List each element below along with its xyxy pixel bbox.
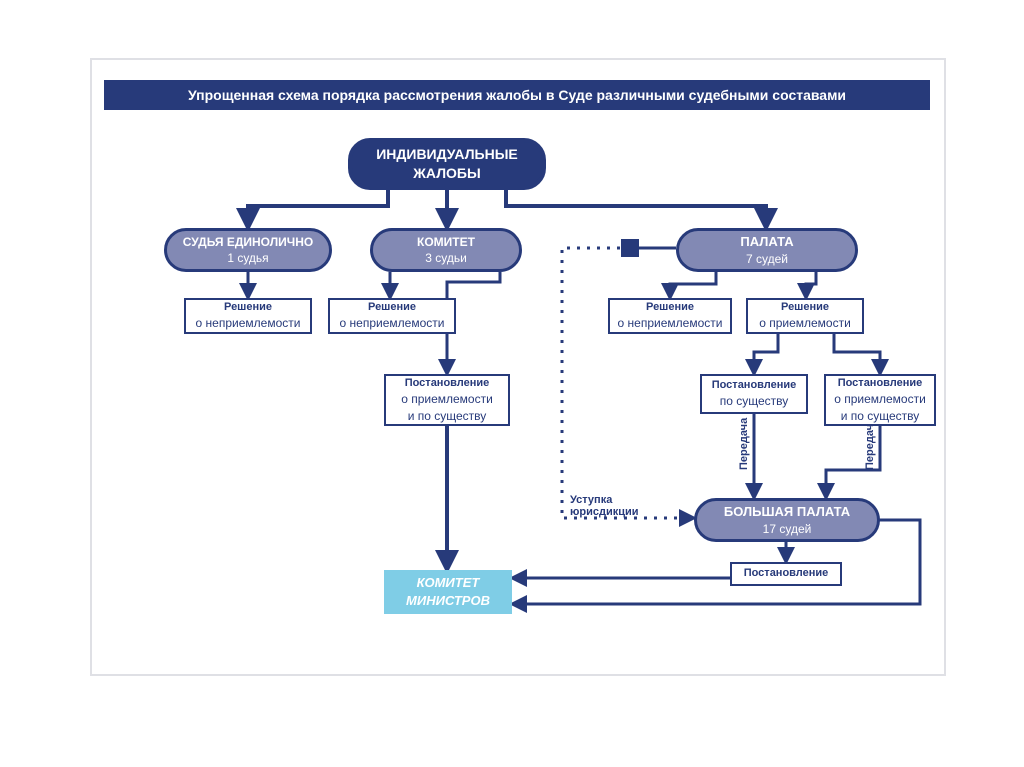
node-subtitle2: и по существу — [408, 409, 487, 423]
node-subtitle: МИНИСТРОВ — [406, 593, 490, 609]
node-inadm_single: Решение о неприемлемости — [184, 298, 312, 334]
node-title: ПАЛАТА — [740, 234, 793, 250]
node-title: КОМИТЕТ — [417, 575, 480, 591]
node-subtitle: о приемлемости — [834, 392, 926, 406]
node-individual: ИНДИВИДУАЛЬНЫЕ ЖАЛОБЫ — [348, 138, 546, 190]
edge-label-line: Передача — [738, 418, 750, 470]
node-title: Постановление — [405, 377, 490, 390]
node-title: Решение — [368, 301, 416, 314]
edge — [806, 272, 816, 298]
node-title: Постановление — [712, 379, 797, 392]
node-subtitle: 17 судей — [763, 522, 812, 536]
node-subtitle: о неприемлемости — [196, 316, 301, 330]
node-title: БОЛЬШАЯ ПАЛАТА — [724, 504, 850, 520]
node-title: Постановление — [838, 377, 923, 390]
node-title: КОМИТЕТ — [417, 235, 475, 249]
node-committee: КОМИТЕТ 3 судьи — [370, 228, 522, 272]
node-grand_chamber: БОЛЬШАЯ ПАЛАТА 17 судей — [694, 498, 880, 542]
node-inadm_chamber: Решение о неприемлемости — [608, 298, 732, 334]
node-single_judge: СУДЬЯ ЕДИНОЛИЧНО 1 судья — [164, 228, 332, 272]
edge-label-line: юрисдикции — [570, 506, 639, 518]
node-title: Решение — [646, 301, 694, 314]
node-merits_chamber: Постановление по существу — [700, 374, 808, 414]
node-subtitle: о приемлемости — [401, 392, 493, 406]
node-ministers: КОМИТЕТ МИНИСТРОВ — [384, 570, 512, 614]
edge — [834, 334, 880, 374]
node-subtitle: о неприемлемости — [618, 316, 723, 330]
node-subtitle: о приемлемости — [759, 316, 851, 330]
node-title: ИНДИВИДУАЛЬНЫЕ — [376, 146, 518, 163]
node-title: Решение — [224, 301, 272, 314]
node-subtitle: по существу — [720, 394, 789, 408]
node-title: Постановление — [744, 567, 829, 580]
node-subtitle: о неприемлемости — [340, 316, 445, 330]
edge-label: Передача — [738, 418, 750, 470]
node-subtitle: 7 судей — [746, 252, 788, 266]
edge — [562, 248, 694, 518]
edge-label: Уступкаюрисдикции — [570, 494, 639, 518]
node-title: СУДЬЯ ЕДИНОЛИЧНО — [183, 235, 313, 249]
edge — [248, 190, 388, 228]
node-inadm_committee: Решение о неприемлемости — [328, 298, 456, 334]
node-ruling_chamber: Постановление о приемлемости и по существу — [824, 374, 936, 426]
edge — [670, 272, 716, 298]
diagram-canvas: Упрощенная схема порядка рассмотрения жа… — [0, 0, 1024, 767]
node-subtitle: 1 судья — [227, 251, 268, 265]
node-subtitle: 3 судьи — [425, 251, 467, 265]
node-grand_ruling: Постановление — [730, 562, 842, 586]
node-ruling_committee: Постановление о приемлемости и по существу — [384, 374, 510, 426]
node-subtitle: ЖАЛОБЫ — [413, 165, 480, 182]
node-adm_chamber: Решение о приемлемости — [746, 298, 864, 334]
node-subtitle2: и по существу — [841, 409, 920, 423]
edge — [506, 190, 766, 228]
node-chamber: ПАЛАТА 7 судей — [676, 228, 858, 272]
edge — [754, 334, 778, 374]
node-title: Решение — [781, 301, 829, 314]
edge-label-line: Уступка — [570, 494, 639, 506]
